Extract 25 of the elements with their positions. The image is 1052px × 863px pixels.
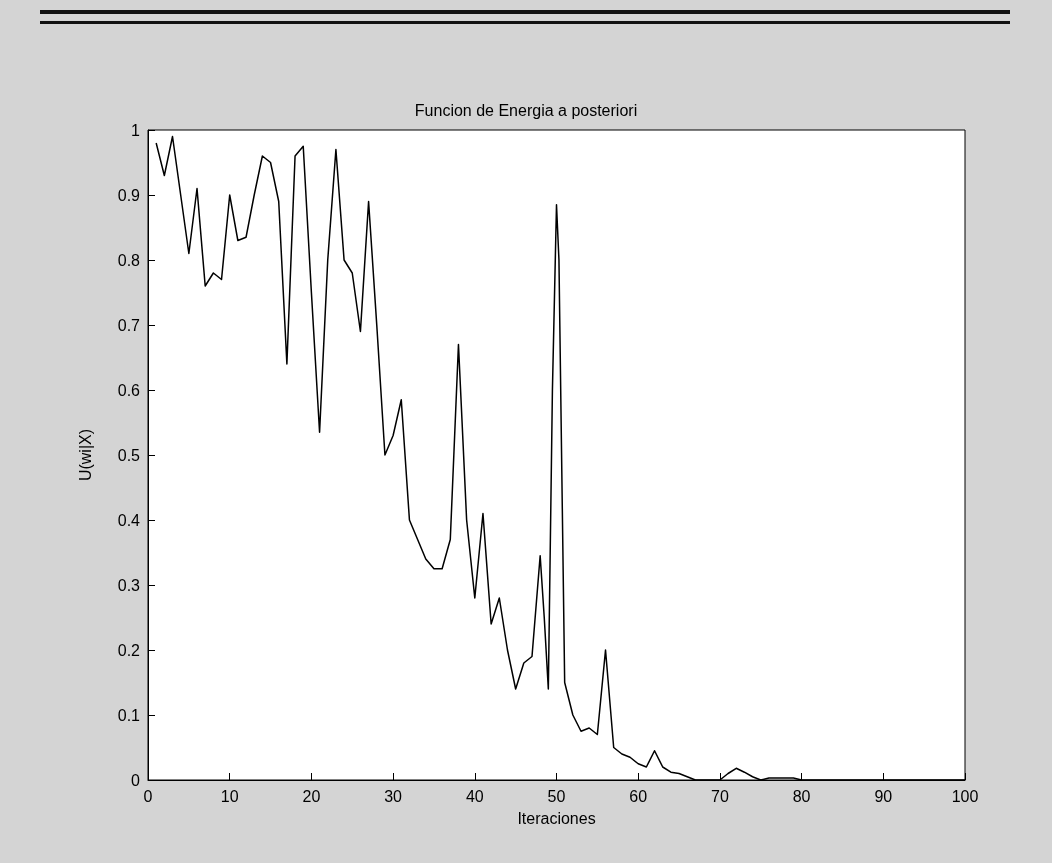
- x-tick-label: 30: [384, 787, 403, 805]
- x-tick-label: 10: [220, 787, 239, 805]
- y-tick-label: 0.1: [117, 706, 141, 724]
- x-axis-title: Iteraciones: [517, 809, 596, 827]
- x-tick-label: 50: [547, 787, 566, 805]
- x-tick-label: 0: [143, 787, 153, 805]
- y-axis-title: U(wi|X): [76, 428, 94, 482]
- chart-title: Funcion de Energia a posteriori: [414, 101, 638, 119]
- x-tick-label: 70: [711, 787, 729, 805]
- x-tick-label: 90: [874, 787, 893, 805]
- y-tick-label: 0: [131, 771, 141, 789]
- y-tick-label: 0.9: [117, 186, 141, 204]
- y-tick-label: 1: [131, 121, 141, 139]
- y-tick-label: 0.7: [117, 316, 141, 334]
- y-tick-label: 0.6: [117, 381, 141, 399]
- x-tick-label: 40: [465, 787, 484, 805]
- x-tick-label: 80: [792, 787, 811, 805]
- y-tick-label: 0.8: [117, 251, 141, 269]
- y-tick-label: 0.4: [117, 511, 141, 529]
- x-tick-label: 20: [302, 787, 321, 805]
- y-tick-label: 0.3: [117, 576, 141, 594]
- x-tick-label: 60: [629, 787, 648, 805]
- x-tick-label: 100: [951, 787, 979, 805]
- y-tick-label: 0.2: [117, 641, 141, 659]
- y-tick-label: 0.5: [117, 446, 141, 464]
